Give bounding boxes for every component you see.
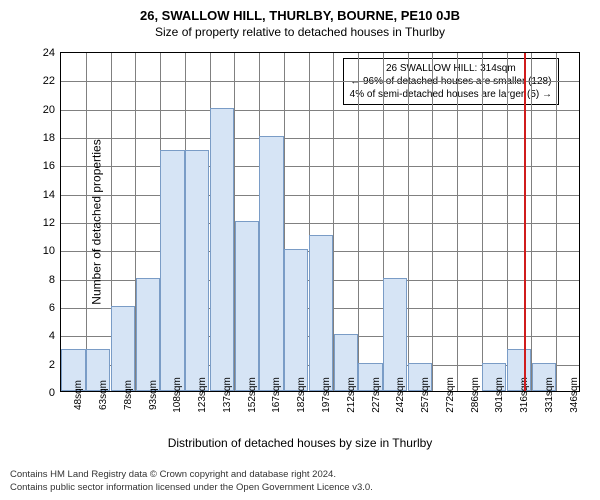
xtick-label: 212sqm — [346, 377, 357, 413]
xtick-label: 197sqm — [321, 377, 332, 413]
ytick-label: 20 — [43, 104, 55, 116]
xtick-label: 108sqm — [172, 377, 183, 413]
ytick-label: 14 — [43, 189, 55, 201]
bar — [284, 249, 308, 391]
grid-line-v — [531, 53, 532, 391]
footer-line-1: Contains HM Land Registry data © Crown c… — [10, 469, 373, 481]
grid-line-v — [482, 53, 483, 391]
grid-line-h — [61, 81, 579, 82]
xtick-label: 182sqm — [296, 377, 307, 413]
grid-line-v — [507, 53, 508, 391]
xtick-label: 63sqm — [98, 380, 109, 410]
xtick-label: 78sqm — [123, 380, 134, 410]
xtick-label: 137sqm — [222, 377, 233, 413]
grid-line-v — [358, 53, 359, 391]
xtick-label: 123sqm — [197, 377, 208, 413]
grid-line-v — [408, 53, 409, 391]
chart-title-main: 26, SWALLOW HILL, THURLBY, BOURNE, PE10 … — [0, 8, 600, 23]
grid-line-v — [86, 53, 87, 391]
bar — [185, 150, 209, 391]
footer-attribution: Contains HM Land Registry data © Crown c… — [10, 469, 373, 494]
marker-line — [524, 53, 526, 391]
y-axis-label: Number of detached properties — [90, 139, 104, 304]
xtick-label: 242sqm — [395, 377, 406, 413]
grid-line-h — [61, 110, 579, 111]
xtick-label: 346sqm — [569, 377, 580, 413]
plot-area: 26 SWALLOW HILL: 314sqm ← 96% of detache… — [60, 52, 580, 392]
bar — [309, 235, 333, 391]
xtick-label: 48sqm — [73, 380, 84, 410]
grid-line-h — [61, 223, 579, 224]
info-line-3: 4% of semi-detached houses are larger (5… — [350, 88, 552, 101]
xtick-label: 93sqm — [148, 380, 159, 410]
bar — [235, 221, 259, 391]
bar — [160, 150, 184, 391]
ytick-label: 0 — [49, 387, 55, 399]
grid-line-v — [457, 53, 458, 391]
xtick-label: 167sqm — [271, 377, 282, 413]
ytick-label: 12 — [43, 217, 55, 229]
xtick-label: 331sqm — [544, 377, 555, 413]
bar — [111, 306, 135, 391]
xtick-label: 227sqm — [371, 377, 382, 413]
chart-title-sub: Size of property relative to detached ho… — [0, 25, 600, 39]
grid-line-v — [556, 53, 557, 391]
bar — [259, 136, 283, 391]
ytick-label: 22 — [43, 75, 55, 87]
grid-line-v — [432, 53, 433, 391]
x-axis-label: Distribution of detached houses by size … — [0, 436, 600, 450]
ytick-label: 16 — [43, 160, 55, 172]
xtick-label: 257sqm — [420, 377, 431, 413]
xtick-label: 286sqm — [470, 377, 481, 413]
xtick-label: 152sqm — [247, 377, 258, 413]
ytick-label: 6 — [49, 302, 55, 314]
ytick-label: 10 — [43, 245, 55, 257]
xtick-label: 272sqm — [445, 377, 456, 413]
bar — [383, 278, 407, 391]
ytick-label: 24 — [43, 47, 55, 59]
grid-line-h — [61, 138, 579, 139]
bar — [136, 278, 160, 391]
chart-container: 26, SWALLOW HILL, THURLBY, BOURNE, PE10 … — [0, 8, 600, 458]
grid-line-h — [61, 195, 579, 196]
grid-line-h — [61, 166, 579, 167]
bar — [210, 108, 234, 391]
ytick-label: 2 — [49, 359, 55, 371]
ytick-label: 4 — [49, 330, 55, 342]
ytick-label: 18 — [43, 132, 55, 144]
xtick-label: 301sqm — [494, 377, 505, 413]
footer-line-2: Contains public sector information licen… — [10, 482, 373, 494]
ytick-label: 8 — [49, 274, 55, 286]
info-line-1: 26 SWALLOW HILL: 314sqm — [350, 62, 552, 75]
